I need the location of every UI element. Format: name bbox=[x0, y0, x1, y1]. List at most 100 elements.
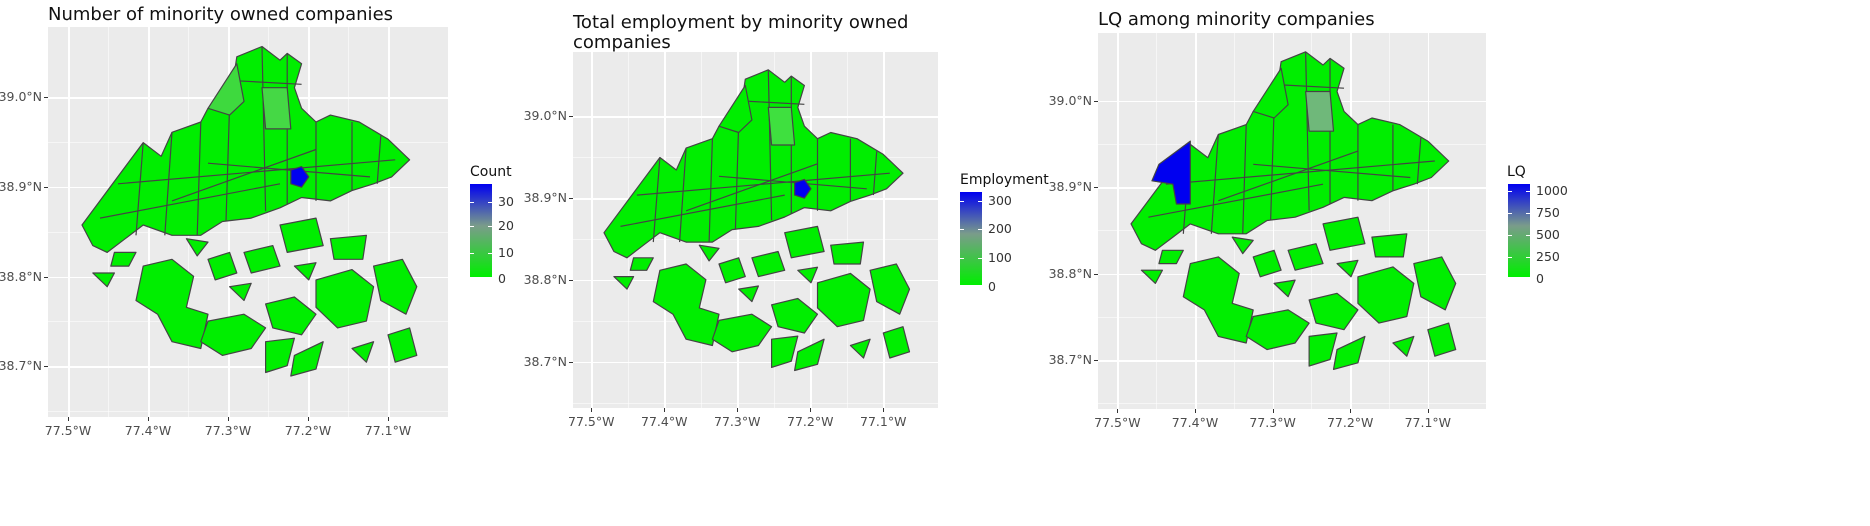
tract-region bbox=[1308, 292, 1359, 331]
legend-title: Count bbox=[470, 164, 512, 180]
tract-region-tinted bbox=[767, 106, 796, 146]
y-tick-label: 38.7°N bbox=[0, 358, 42, 374]
x-tick-mark bbox=[308, 417, 309, 421]
tract-boundary bbox=[1218, 150, 1359, 202]
tract-boundary bbox=[196, 121, 202, 236]
x-tick-mark bbox=[737, 408, 739, 412]
grid-line-x bbox=[1117, 33, 1119, 409]
y-tick-label: 39.0°N bbox=[0, 89, 42, 105]
legend-label: 750 bbox=[1536, 205, 1560, 220]
tract-boundary bbox=[718, 175, 867, 190]
tract-region bbox=[315, 269, 375, 329]
map-panel-count: Number of minority owned companies Count… bbox=[0, 0, 620, 526]
y-tick-mark bbox=[44, 276, 48, 278]
legend-colorbar bbox=[960, 192, 982, 285]
tract-region bbox=[629, 257, 654, 271]
legend-label: 1000 bbox=[1536, 183, 1568, 198]
legend-tick bbox=[978, 258, 982, 259]
tract-region bbox=[711, 313, 773, 353]
grid-line-y bbox=[1098, 273, 1486, 276]
grid-line-x bbox=[591, 52, 593, 408]
legend-title: LQ bbox=[1507, 164, 1526, 180]
tract-region bbox=[771, 297, 819, 334]
map-plot-area bbox=[573, 52, 938, 408]
tract-region-highlight bbox=[290, 166, 310, 188]
tract-region bbox=[243, 245, 281, 274]
grid-line-minor bbox=[1389, 33, 1390, 409]
legend-tick bbox=[978, 229, 982, 230]
legend-label: 500 bbox=[1536, 227, 1560, 242]
x-tick-label: 77.5°W bbox=[568, 414, 615, 429]
tract-region bbox=[1182, 256, 1254, 344]
x-tick-mark bbox=[1272, 409, 1274, 413]
tract-boundary bbox=[117, 159, 396, 185]
tract-region bbox=[794, 338, 825, 372]
tract-region bbox=[849, 338, 871, 359]
tract-boundary bbox=[1242, 124, 1247, 234]
tract-region bbox=[771, 335, 799, 368]
x-tick-label: 77.3°W bbox=[714, 414, 761, 429]
tract-boundary bbox=[652, 157, 661, 243]
grid-line-minor bbox=[1098, 230, 1486, 232]
y-tick-label: 38.8°N bbox=[0, 268, 42, 284]
tract-region bbox=[279, 217, 324, 253]
legend-tick bbox=[960, 229, 964, 230]
x-tick-label: 77.3°W bbox=[204, 423, 252, 438]
tract-region bbox=[1371, 233, 1408, 258]
tract-region bbox=[110, 251, 137, 267]
x-tick-label: 77.4°W bbox=[124, 423, 172, 438]
grid-line-minor bbox=[48, 231, 448, 233]
tract-boundary bbox=[261, 46, 267, 212]
y-tick-mark bbox=[569, 197, 573, 199]
legend-tick bbox=[488, 202, 492, 203]
y-tick-label: 39.0°N bbox=[523, 108, 567, 124]
x-tick-mark bbox=[1195, 409, 1196, 413]
grid-line-minor bbox=[773, 52, 775, 408]
grid-line-y bbox=[573, 361, 938, 364]
y-tick-mark bbox=[569, 361, 573, 363]
tract-region bbox=[698, 244, 720, 262]
tract-region bbox=[1357, 266, 1415, 324]
tract-region bbox=[830, 241, 865, 265]
x-tick-mark bbox=[883, 408, 885, 412]
tract-boundary bbox=[1270, 107, 1275, 221]
tract-boundary bbox=[1210, 134, 1219, 234]
legend-colorbar bbox=[470, 184, 492, 277]
legend-tick bbox=[978, 201, 982, 202]
tract-region bbox=[718, 257, 746, 284]
legend-tick bbox=[488, 253, 492, 254]
y-tick-mark bbox=[44, 366, 48, 368]
tract-region bbox=[869, 263, 911, 315]
tract-boundary bbox=[207, 162, 371, 178]
grid-line-minor bbox=[268, 27, 269, 417]
y-tick-label: 39.0°N bbox=[1048, 92, 1092, 108]
legend-tick bbox=[960, 201, 964, 202]
panel-title: Total employment by minority owned compa… bbox=[573, 12, 909, 53]
tract-region bbox=[329, 234, 367, 260]
tract-boundary bbox=[225, 104, 231, 222]
tract-boundary bbox=[164, 132, 173, 236]
y-tick-mark bbox=[569, 279, 573, 281]
tract-region bbox=[92, 272, 115, 288]
tract-region bbox=[1252, 249, 1282, 278]
x-tick-mark bbox=[810, 408, 812, 412]
legend-label: 10 bbox=[498, 245, 514, 260]
tract-boundary bbox=[1148, 183, 1324, 218]
tract-boundary bbox=[1253, 163, 1411, 179]
tract-region bbox=[81, 45, 411, 253]
tract-region bbox=[351, 341, 375, 363]
tract-region bbox=[784, 225, 825, 259]
legend-tick bbox=[1526, 235, 1530, 236]
legend-label: 100 bbox=[988, 250, 1012, 265]
tract-boundary bbox=[767, 69, 773, 221]
x-tick-mark bbox=[1427, 409, 1429, 413]
map-panel-employment: Total employment by minority owned compa… bbox=[524, 0, 1085, 526]
legend-tick bbox=[1526, 191, 1530, 192]
x-tick-label: 77.5°W bbox=[44, 423, 92, 438]
grid-line-minor bbox=[573, 402, 938, 404]
tract-region bbox=[751, 250, 786, 278]
choropleth-map bbox=[81, 45, 418, 377]
legend-title: Employment bbox=[960, 172, 1049, 188]
grid-line-x bbox=[388, 27, 390, 417]
tract-region bbox=[185, 238, 209, 257]
